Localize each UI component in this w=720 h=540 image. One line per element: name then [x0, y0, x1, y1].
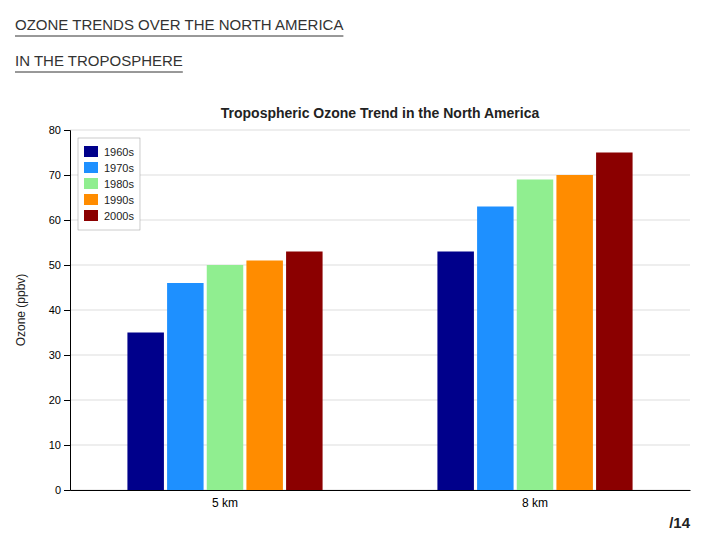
- y-tick: 60: [49, 214, 70, 226]
- legend-frame: [78, 138, 140, 230]
- legend-swatch: [84, 178, 98, 189]
- x-tick: 8 km: [522, 496, 548, 510]
- grid-line: [70, 130, 690, 131]
- legend-swatch: [84, 162, 98, 173]
- x-tick-label: 8 km: [522, 496, 548, 510]
- y-tick: 50: [49, 259, 70, 271]
- x-axis: 5 km 8 km: [71, 491, 691, 510]
- y-axis-title: Ozone (ppbv): [14, 274, 28, 347]
- y-tick-mark: [64, 355, 70, 356]
- legend-swatch: [84, 146, 98, 157]
- bar: [207, 265, 243, 490]
- y-tick-label: 30: [49, 349, 61, 361]
- y-tick: 80: [49, 124, 70, 136]
- axis-domain: [64, 131, 71, 491]
- chart-title: Tropospheric Ozone Trend in the North Am…: [221, 105, 540, 121]
- bar: [246, 261, 282, 491]
- slide-title-underline: [15, 36, 343, 37]
- slide-title: OZONE TRENDS OVER THE NORTH AMERICA: [15, 16, 343, 33]
- y-tick-mark: [64, 175, 70, 176]
- legend-label: 1990s: [104, 194, 134, 206]
- bar: [167, 283, 203, 490]
- bar: [596, 153, 632, 491]
- axis-domain: [71, 490, 691, 491]
- y-tick: 70: [49, 169, 70, 181]
- x-tick: 5 km: [212, 496, 238, 510]
- y-tick-mark: [64, 265, 70, 266]
- y-tick-mark: [64, 400, 70, 401]
- y-tick-label: 70: [49, 169, 61, 181]
- x-tick-label: 5 km: [212, 496, 238, 510]
- slide-title-underline: [15, 72, 183, 73]
- y-tick: 0: [55, 484, 70, 496]
- y-tick-mark: [64, 220, 70, 221]
- y-tick-label: 50: [49, 259, 61, 271]
- page-number: /14: [669, 514, 691, 531]
- legend-label: 1960s: [104, 146, 134, 158]
- bar-series: [246, 175, 592, 490]
- y-tick-mark: [64, 490, 70, 491]
- legend-label: 2000s: [104, 210, 134, 222]
- y-tick-mark: [64, 130, 70, 131]
- bar: [517, 180, 553, 491]
- bar-series: [127, 252, 473, 491]
- annotations: OZONE TRENDS OVER THE NORTH AMERICA IN TH…: [15, 16, 691, 531]
- y-tick: 10: [49, 439, 70, 451]
- bar: [286, 252, 322, 491]
- bar: [437, 252, 473, 491]
- grid: [70, 130, 690, 490]
- bar-series: [167, 207, 513, 491]
- legend-swatch: [84, 194, 98, 205]
- y-tick-label: 0: [55, 484, 61, 496]
- legend-label: 1970s: [104, 162, 134, 174]
- y-tick-label: 20: [49, 394, 61, 406]
- legend-label: 1980s: [104, 178, 134, 190]
- y-tick-label: 60: [49, 214, 61, 226]
- y-tick: 30: [49, 349, 70, 361]
- legend: 1960s 1970s 1980s 1990s 2000s: [78, 138, 140, 230]
- y-tick: 40: [49, 304, 70, 316]
- bars: [127, 153, 632, 491]
- bar-series: [207, 180, 553, 491]
- y-tick-label: 80: [49, 124, 61, 136]
- plot: 0 10 20 30 40 50 60 70 80 5 km 8 km 1960s 1970s 1980s…: [49, 124, 691, 510]
- y-tick: 20: [49, 394, 70, 406]
- y-tick-mark: [64, 310, 70, 311]
- chart-root: OZONE TRENDS OVER THE NORTH AMERICA IN TH…: [0, 0, 720, 540]
- bar: [477, 207, 513, 491]
- y-tick-mark: [64, 445, 70, 446]
- bar: [127, 333, 163, 491]
- y-tick-label: 10: [49, 439, 61, 451]
- y-axis: 0 10 20 30 40 50 60 70 80: [49, 124, 71, 496]
- bar-series: [286, 153, 632, 491]
- slide-title: IN THE TROPOSPHERE: [15, 52, 183, 69]
- y-tick-label: 40: [49, 304, 61, 316]
- legend-swatch: [84, 210, 98, 221]
- bar: [556, 175, 592, 490]
